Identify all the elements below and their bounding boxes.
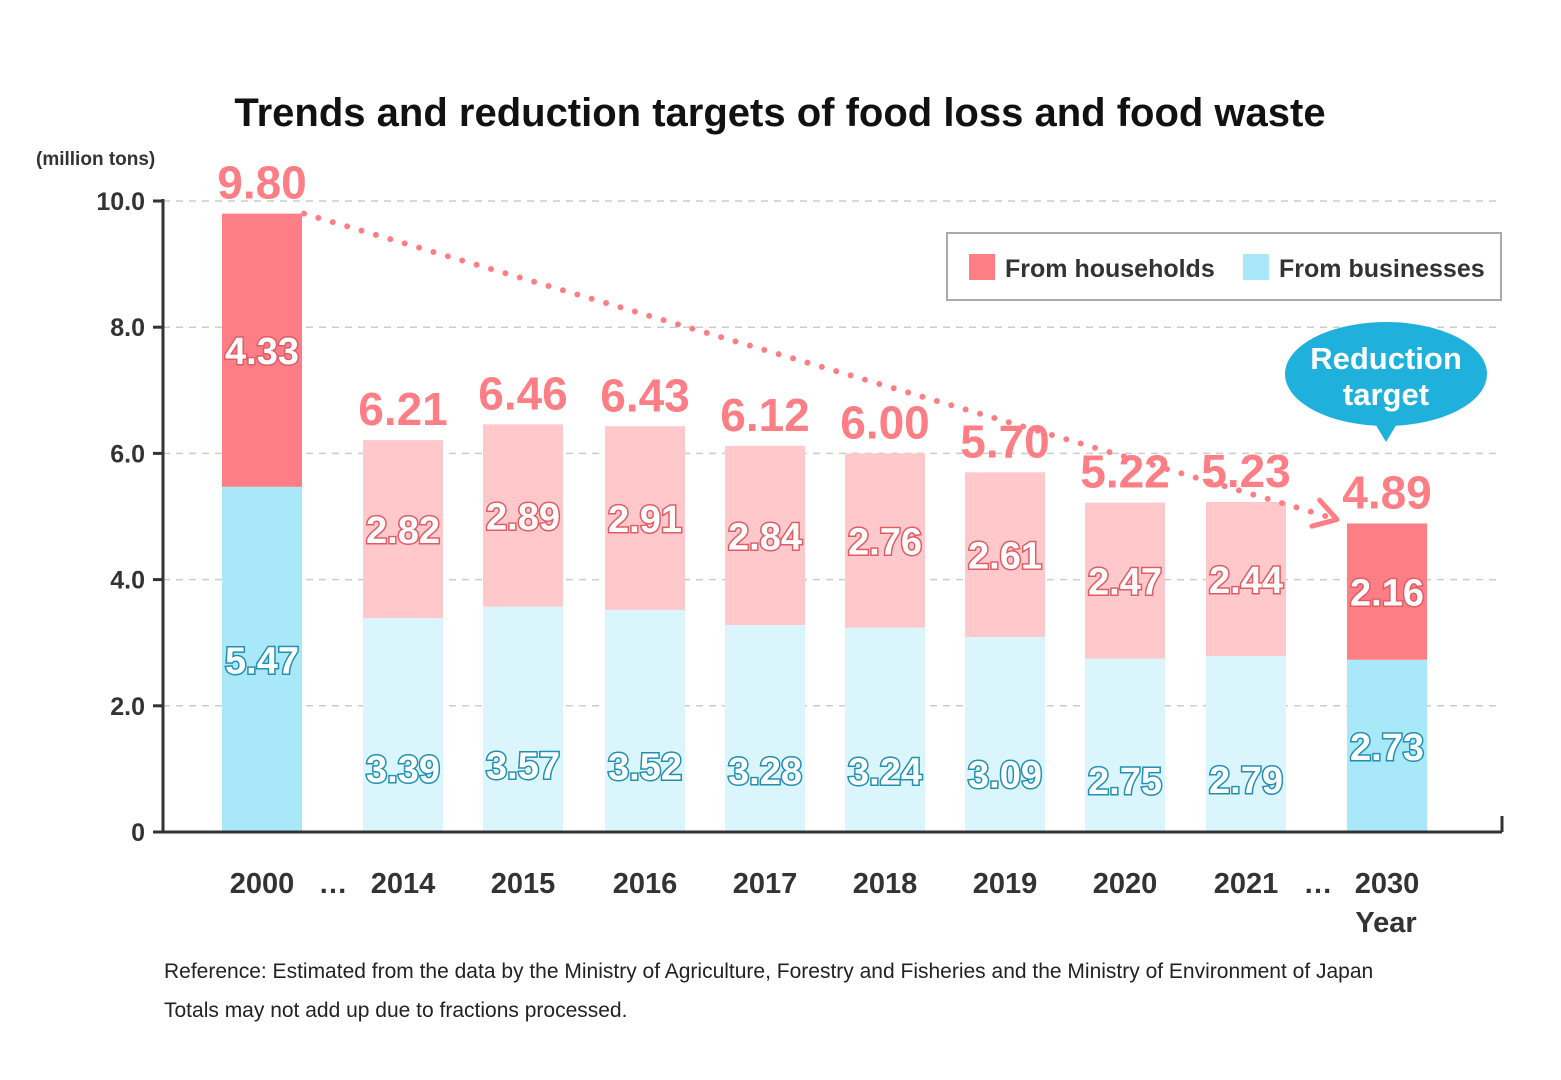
- bubble-shape: [1285, 322, 1487, 426]
- households-label-2000: 4.33: [225, 331, 299, 373]
- total-label-2015: 6.46: [478, 367, 568, 419]
- x-tick-label: 2019: [973, 868, 1038, 900]
- bar-businesses-2014: [363, 618, 443, 832]
- x-axis-title: Year: [1355, 907, 1416, 939]
- households-label-2030: 2.16: [1350, 573, 1424, 615]
- x-tick-label: 2030: [1355, 868, 1420, 900]
- bar-businesses-2030: [1347, 659, 1427, 832]
- bar-households-2000: [222, 213, 302, 487]
- bar-households-2021: [1206, 501, 1286, 656]
- bar-businesses-2021: [1206, 655, 1286, 832]
- bar-households-2014: [363, 440, 443, 619]
- trend-line: [301, 210, 1340, 529]
- businesses-label-2020: 2.75: [1088, 761, 1162, 803]
- bubble-text-line-2: target: [1343, 377, 1429, 412]
- businesses-label-2000: 5.47: [225, 640, 299, 682]
- legend-swatch-businesses: [1243, 254, 1269, 280]
- bar-businesses-2017: [725, 625, 805, 832]
- businesses-label-2016: 3.52: [608, 746, 682, 788]
- x-tick-label: 2018: [853, 868, 918, 900]
- x-tick-label: 2015: [491, 868, 556, 900]
- x-tick-label: 2014: [371, 868, 436, 900]
- legend-box: [946, 232, 1502, 301]
- total-label-2018: 6.00: [840, 396, 930, 448]
- legend: From households From businesses: [946, 232, 1502, 301]
- total-label-2019: 5.70: [960, 415, 1050, 467]
- bar-businesses-2000: [222, 486, 302, 832]
- bar-businesses-2015: [483, 606, 563, 832]
- legend-swatch-households: [969, 254, 995, 280]
- y-tick-label: 10.0: [96, 188, 145, 216]
- x-axis-ellipsis: …: [1304, 868, 1333, 900]
- bar-households-2030: [1347, 523, 1427, 660]
- businesses-label-2015: 3.57: [486, 745, 560, 787]
- chart-title: Trends and reduction targets of food los…: [234, 91, 1325, 135]
- bar-businesses-2016: [605, 609, 685, 832]
- legend-label-households: From households: [1005, 255, 1215, 283]
- bar-households-2015: [483, 424, 563, 607]
- y-tick-label: 2.0: [110, 693, 145, 721]
- value-labels: 9.80 4.33 5.47 6.21 2.82 3.39 6.46 2.89 3.57 6.43…: [217, 157, 1432, 805]
- y-tick-label: 0: [131, 819, 145, 847]
- total-label-2030: 4.89: [1342, 466, 1432, 518]
- y-axis-unit-label: (million tons): [36, 149, 155, 170]
- bubble-tail: [1374, 422, 1398, 442]
- y-tick-label: 8.0: [110, 314, 145, 342]
- households-label-2021: 2.44: [1209, 560, 1283, 602]
- households-label-2020: 2.47: [1088, 562, 1162, 604]
- bar-businesses-2020: [1085, 658, 1165, 832]
- bar-households-2016: [605, 426, 685, 610]
- households-label-2014: 2.82: [366, 510, 440, 552]
- x-axis-ellipsis: …: [319, 868, 348, 900]
- bars: [222, 213, 1427, 832]
- bar-households-2018: [845, 453, 925, 628]
- trend-dotted-line: [301, 210, 1340, 523]
- households-label-2017: 2.84: [728, 516, 802, 558]
- bar-households-2020: [1085, 502, 1165, 659]
- businesses-label-2018: 3.24: [848, 752, 922, 794]
- axes: 0 2.0 4.0 6.0 8.0 10.0 2000 2014 2015 2016 2017 201…: [96, 188, 1504, 900]
- total-label-2014: 6.21: [358, 383, 448, 435]
- total-label-2020: 5.22: [1080, 446, 1170, 498]
- x-tick-label: 2017: [733, 868, 798, 900]
- y-tick-label: 4.0: [110, 567, 145, 595]
- households-label-2015: 2.89: [486, 497, 560, 539]
- reduction-target-bubble: Reduction target: [1285, 322, 1487, 442]
- businesses-label-2014: 3.39: [366, 749, 440, 791]
- households-label-2018: 2.76: [848, 521, 922, 563]
- businesses-label-2021: 2.79: [1209, 760, 1283, 802]
- total-label-2017: 6.12: [720, 389, 810, 441]
- businesses-label-2030: 2.73: [1350, 727, 1424, 769]
- total-label-2021: 5.23: [1201, 445, 1291, 497]
- total-label-2016: 6.43: [600, 369, 690, 421]
- reference-note: Reference: Estimated from the data by th…: [164, 960, 1373, 983]
- bar-businesses-2019: [965, 637, 1045, 832]
- bar-households-2019: [965, 472, 1045, 638]
- total-label-2000: 9.80: [217, 157, 307, 209]
- x-tick-label: 2016: [613, 868, 678, 900]
- legend-label-businesses: From businesses: [1279, 255, 1485, 283]
- trend-arrow-head: [1309, 497, 1340, 529]
- y-tick-label: 6.0: [110, 440, 145, 468]
- businesses-label-2017: 3.28: [728, 751, 802, 793]
- bar-businesses-2018: [845, 627, 925, 832]
- x-tick-label: 2021: [1214, 868, 1279, 900]
- x-tick-label: 2020: [1093, 868, 1158, 900]
- households-label-2019: 2.61: [968, 536, 1042, 578]
- bubble-text-line-1: Reduction: [1310, 341, 1462, 376]
- bar-households-2017: [725, 445, 805, 626]
- fraction-note: Totals may not add up due to fractions p…: [164, 999, 627, 1022]
- businesses-label-2019: 3.09: [968, 755, 1042, 797]
- households-label-2016: 2.91: [608, 499, 682, 541]
- x-tick-label: 2000: [230, 868, 295, 900]
